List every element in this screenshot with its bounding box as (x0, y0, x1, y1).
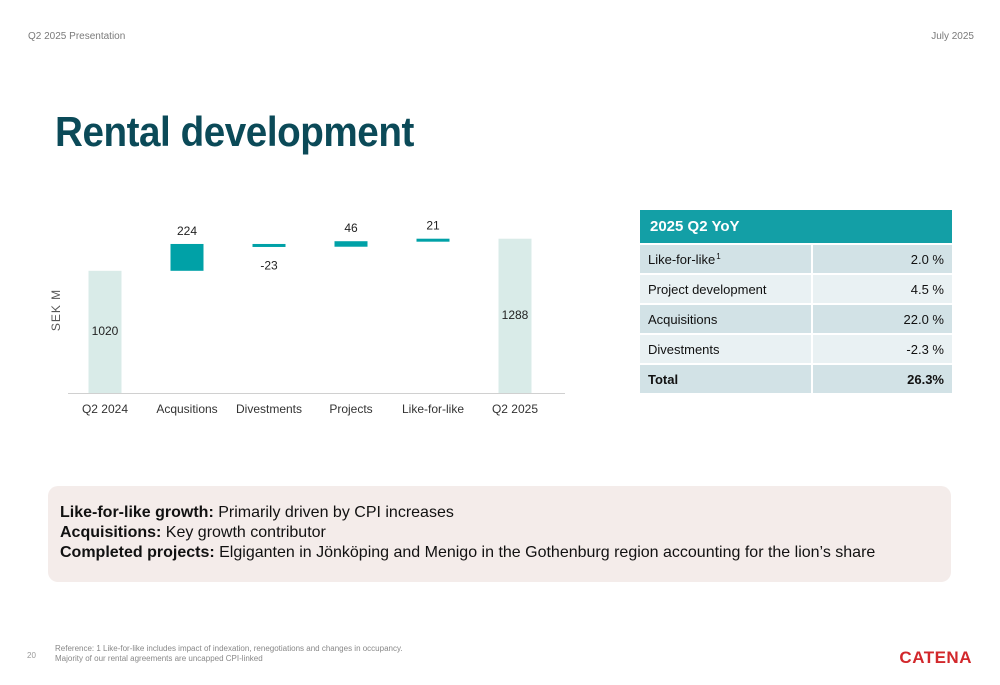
table-row: Divestments -2.3 % (640, 334, 952, 365)
presentation-label: Q2 2025 Presentation (28, 31, 126, 42)
data-label: -23 (260, 259, 278, 273)
category-label: Divestments (236, 402, 302, 416)
row-label: Divestments (640, 334, 813, 365)
footnote-reference: Reference: 1 Like-for-like includes impa… (55, 644, 403, 663)
row-label: Project development (640, 274, 813, 305)
row-value: 4.5 % (812, 274, 952, 305)
data-label: 21 (426, 219, 440, 233)
total-value: 26.3% (812, 364, 952, 395)
category-label: Like-for-like (402, 402, 464, 416)
total-label: Total (640, 364, 813, 395)
bar-5 (498, 238, 532, 393)
row-label: Like-for-like1 (640, 244, 813, 275)
yoy-table: 2025 Q2 YoY Like-for-like1 2.0 % Project… (640, 210, 952, 395)
bar-3 (334, 241, 368, 247)
row-label: Acquisitions (640, 304, 813, 335)
catena-logo: CATENA (899, 648, 972, 667)
commentary-box: Like-for-like growth: Primarily driven b… (48, 486, 951, 582)
data-label: 1288 (502, 308, 529, 322)
table-row: Project development 4.5 % (640, 274, 952, 305)
category-label: Projects (329, 402, 372, 416)
data-label: 1020 (92, 324, 119, 338)
bar-0 (88, 270, 122, 393)
page-number: 20 (27, 651, 36, 660)
bar-4 (416, 238, 450, 242)
data-label: 224 (177, 224, 197, 238)
table-total-row: Total 26.3% (640, 364, 952, 395)
note-like-for-like: Like-for-like growth: Primarily driven b… (60, 504, 454, 521)
note-acquisitions: Acquisitions: Key growth contributor (60, 524, 326, 541)
table-row: Acquisitions 22.0 % (640, 304, 952, 335)
bar-1 (170, 243, 204, 271)
footnote-marker: 1 (716, 251, 721, 261)
table-header: 2025 Q2 YoY (640, 210, 952, 245)
row-value: 22.0 % (812, 304, 952, 335)
bar-2 (252, 243, 286, 247)
category-label: Q2 2025 (492, 402, 538, 416)
row-value: -2.3 % (812, 334, 952, 365)
y-axis-label: SEK M (49, 289, 63, 331)
waterfall-chart: 1020 Q2 2024 224 Acqusitions -23 Divestments 4… (49, 219, 565, 416)
table-row: Like-for-like1 2.0 % (640, 244, 952, 275)
category-label: Q2 2024 (82, 402, 128, 416)
category-label: Acqusitions (156, 402, 217, 416)
date-label: July 2025 (931, 31, 974, 42)
data-label: 46 (344, 221, 358, 235)
note-projects: Completed projects: Elgiganten in Jönköp… (60, 544, 876, 561)
page-title: Rental development (55, 108, 414, 155)
row-value: 2.0 % (812, 244, 952, 275)
